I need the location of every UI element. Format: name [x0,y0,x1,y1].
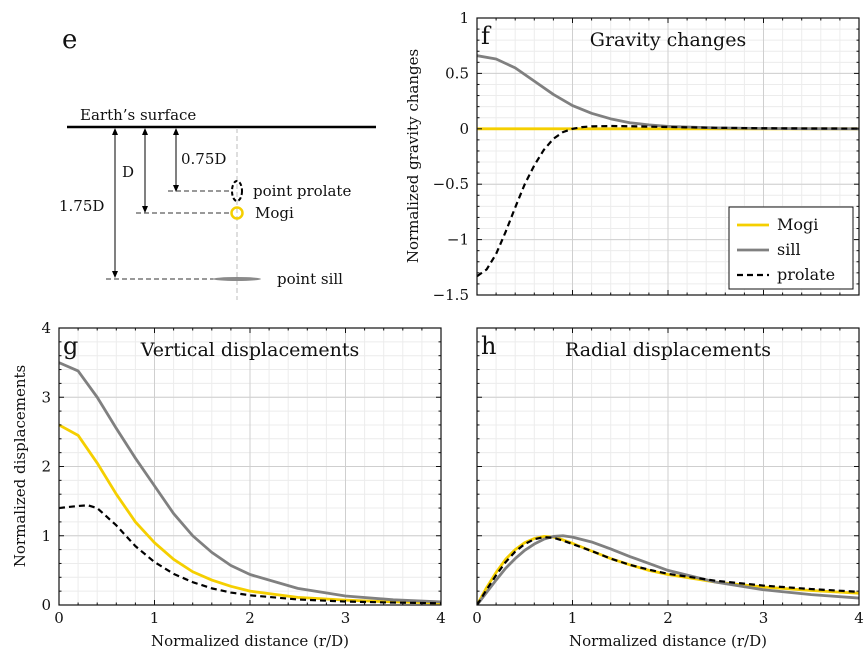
ytick-label-f: 0 [459,120,469,138]
series-line-f-sill [477,54,859,131]
tick-marks-f [476,17,860,296]
depth-arrow-D [142,128,148,213]
legend-f: Mogi sill prolate [728,206,854,290]
series-line-h-prolate [477,536,859,605]
xtick-label-h: 3 [759,609,769,627]
chart-title-h: Radial displacements [565,339,771,361]
tick-marks-h [476,327,860,606]
depth-arrow-1.75D [112,128,118,278]
xtick-label-g: 3 [341,609,351,627]
ytick-label-g: 2 [41,458,51,476]
depth-arrow-0.75D [173,128,179,192]
legend-label-prolate: prolate [777,265,835,284]
x-axis-label-h: Normalized distance (r/D) [569,632,767,650]
prolate-source-icon [231,180,243,202]
xtick-label-h: 0 [472,609,482,627]
chart-title-g: Vertical displacements [140,339,359,361]
grid-g [58,327,442,606]
y-axis-label-f: Normalized gravity changes [404,49,422,263]
xtick-label-h: 1 [568,609,578,627]
mogi-source-label: Mogi [255,204,294,222]
grid-h [476,327,860,606]
series-line-f-prolate [477,124,859,278]
xtick-label-g: 4 [436,609,446,627]
earth-surface-label: Earth’s surface [80,106,196,124]
series-line-g-sill [59,361,441,604]
xtick-label-g: 1 [150,609,160,627]
panel-letter-h: h [481,332,496,360]
y-axis-label-g: Normalized displacements [11,365,29,567]
chart-panel-f: −1.5 −1 −0.5 0 0.5 1f Gravity changes Normalize… [404,9,860,304]
xtick-label-g: 0 [54,609,64,627]
depth-label-1.75D: 1.75D [59,197,104,215]
sill-source-icon [213,277,261,281]
tick-marks-g [58,327,442,606]
panel-letter-g: g [63,332,78,360]
ytick-label-g: 0 [41,596,51,614]
legend-label-sill: sill [777,240,801,259]
series-line-h-sill [477,534,859,605]
series-line-g-prolate [59,504,441,605]
schematic-panel: e Earth’s surface 1.75D D 0.75D [59,25,376,300]
ytick-label-g: 3 [41,388,51,406]
legend-label-mogi: Mogi [777,215,818,234]
xtick-label-h: 2 [663,609,673,627]
chart-title-f: Gravity changes [590,29,746,51]
schematic-panel-letter: e [62,25,77,55]
depth-label-D: D [122,163,134,181]
panel-letter-f: f [481,22,492,50]
chart-panel-h: 0 1 2 3 4 h Radial displacements Normalized dis… [472,327,864,650]
depth-label-0.75D: 0.75D [181,150,226,168]
prolate-source-label: point prolate [253,182,351,200]
x-axis-label-g: Normalized distance (r/D) [151,632,349,650]
ytick-label-f: 1 [459,9,469,27]
ytick-label-f: −1.5 [433,286,469,304]
ytick-label-g: 1 [41,527,51,545]
mogi-source-icon [230,206,244,220]
ytick-label-f: −1 [447,231,469,249]
ytick-label-f: 0.5 [445,64,469,82]
sill-source-label: point sill [277,270,343,288]
xtick-label-g: 2 [245,609,255,627]
ytick-label-g: 4 [41,319,51,337]
xtick-label-h: 4 [854,609,864,627]
ytick-label-f: −0.5 [433,175,469,193]
series-line-g-mogi [59,423,441,605]
